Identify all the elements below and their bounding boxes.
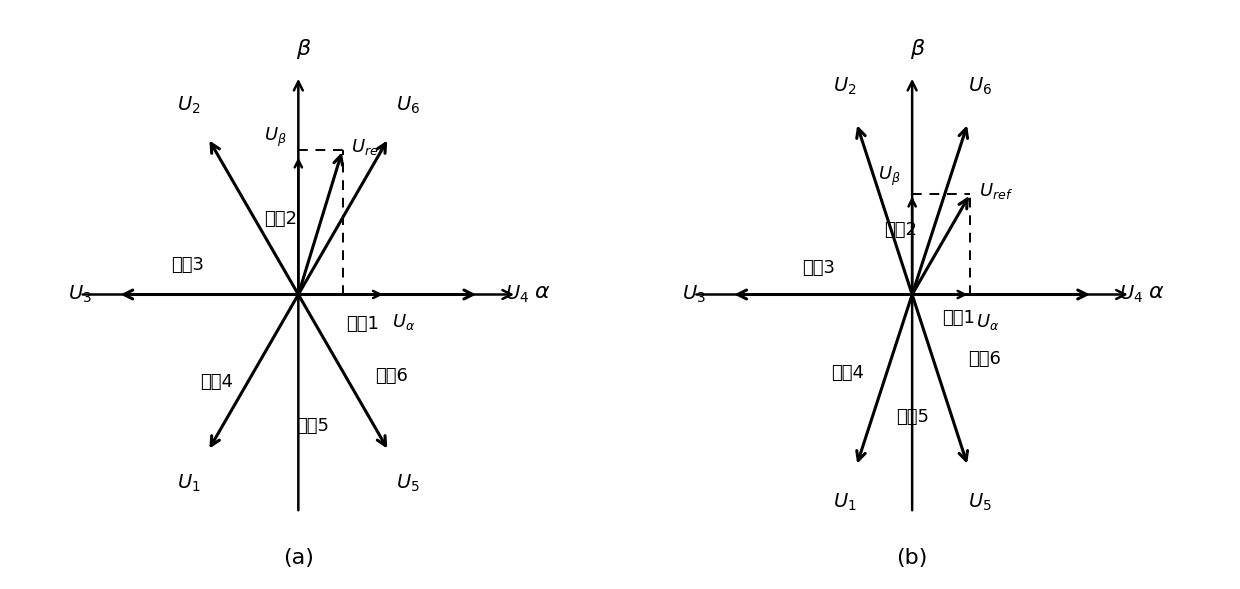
Text: $U_{1}$: $U_{1}$ xyxy=(177,473,201,494)
Text: (a): (a) xyxy=(283,548,314,568)
Text: $\beta$: $\beta$ xyxy=(296,37,312,61)
Text: $U_{6}$: $U_{6}$ xyxy=(967,76,992,97)
Text: 扇区2: 扇区2 xyxy=(884,221,918,239)
Text: (b): (b) xyxy=(897,548,928,568)
Text: $U_{4}$: $U_{4}$ xyxy=(505,284,529,305)
Text: 扇区6: 扇区6 xyxy=(968,350,1002,368)
Text: 扇区6: 扇区6 xyxy=(376,367,408,385)
Text: 扇区3: 扇区3 xyxy=(171,256,205,274)
Text: $U_{\alpha}$: $U_{\alpha}$ xyxy=(392,312,415,332)
Text: $U_{2}$: $U_{2}$ xyxy=(177,95,201,116)
Text: $U_{3}$: $U_{3}$ xyxy=(682,284,706,305)
Text: $U_{5}$: $U_{5}$ xyxy=(396,473,419,494)
Text: 扇区5: 扇区5 xyxy=(895,408,929,426)
Text: 扇区1: 扇区1 xyxy=(942,309,975,327)
Text: 扇区5: 扇区5 xyxy=(296,416,330,435)
Text: $U_{4}$: $U_{4}$ xyxy=(1118,284,1143,305)
Text: 扇区2: 扇区2 xyxy=(264,210,298,228)
Text: $\alpha$: $\alpha$ xyxy=(534,282,551,302)
Text: $U_{ref}$: $U_{ref}$ xyxy=(980,181,1013,201)
Text: $U_{ref}$: $U_{ref}$ xyxy=(351,137,386,157)
Text: $U_{3}$: $U_{3}$ xyxy=(68,284,92,305)
Text: $U_{1}$: $U_{1}$ xyxy=(833,492,857,513)
Text: $U_{\beta}$: $U_{\beta}$ xyxy=(264,125,286,149)
Text: 扇区4: 扇区4 xyxy=(200,373,233,391)
Text: $\alpha$: $\alpha$ xyxy=(1148,282,1164,302)
Text: 扇区1: 扇区1 xyxy=(346,315,379,333)
Text: $U_{\alpha}$: $U_{\alpha}$ xyxy=(976,312,999,332)
Text: $U_{\beta}$: $U_{\beta}$ xyxy=(878,165,900,188)
Text: 扇区4: 扇区4 xyxy=(832,364,864,382)
Text: $U_{5}$: $U_{5}$ xyxy=(967,492,992,513)
Text: $\beta$: $\beta$ xyxy=(910,37,926,61)
Text: $U_{2}$: $U_{2}$ xyxy=(833,76,857,97)
Text: $U_{6}$: $U_{6}$ xyxy=(396,95,419,116)
Text: 扇区3: 扇区3 xyxy=(802,259,836,277)
